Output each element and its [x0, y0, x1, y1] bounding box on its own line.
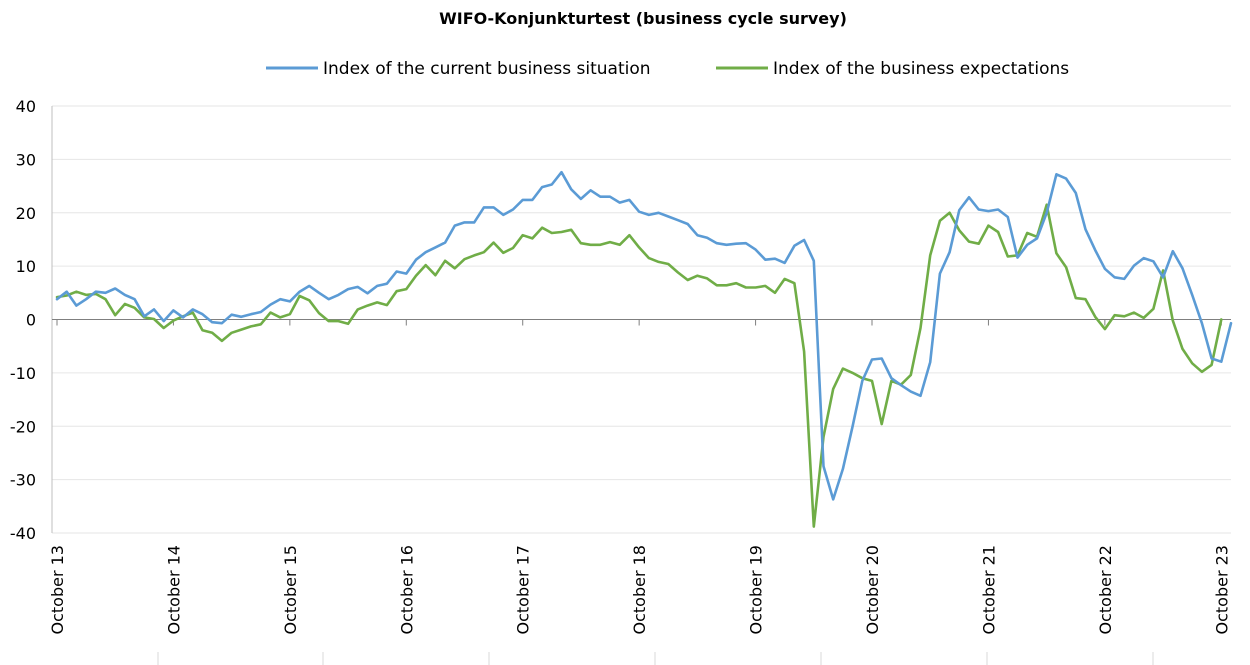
x-tick-label: October 18 [630, 545, 649, 634]
y-tick-label: -30 [10, 471, 36, 490]
series-line-current-situation [55, 170, 1233, 501]
legend: Index of the current business situation … [266, 59, 1069, 79]
chart-title: WIFO-Konjunkturtest (business cycle surv… [439, 9, 847, 28]
x-tick-label: October 20 [863, 545, 882, 634]
axes [51, 106, 1231, 533]
x-tick-label: October 15 [281, 545, 300, 634]
series-lines [55, 170, 1233, 528]
legend-label-current-situation: Index of the current business situation [323, 59, 651, 79]
x-tick-label: October 19 [747, 545, 766, 634]
x-tick-label: October 16 [397, 545, 416, 634]
legend-label-business-expectations: Index of the business expectations [773, 59, 1069, 79]
series-line-business-expectations [55, 203, 1223, 528]
x-tick-label: October 13 [48, 545, 67, 634]
x-tick-label: October 14 [164, 545, 183, 634]
y-tick-label: 20 [16, 204, 36, 223]
x-tick-label: October 17 [514, 545, 533, 634]
y-tick-label: 40 [16, 97, 36, 116]
y-tick-label: 30 [16, 150, 36, 169]
y-tick-label: -10 [10, 364, 36, 383]
y-tick-label: 10 [16, 257, 36, 276]
x-axis-ticks: October 13 October 14 October 15 October 16… [48, 319, 1231, 665]
x-tick-label: October 21 [979, 545, 998, 634]
y-tick-label: 0 [26, 311, 36, 330]
y-tick-label: -40 [10, 524, 36, 543]
x-tick-label: October 23 [1212, 545, 1231, 634]
x-tick-label: October 22 [1096, 545, 1115, 634]
y-axis-ticks: 40 30 20 10 0 -10 -20 -30 -40 [10, 97, 36, 543]
y-tick-label: -20 [10, 417, 36, 436]
